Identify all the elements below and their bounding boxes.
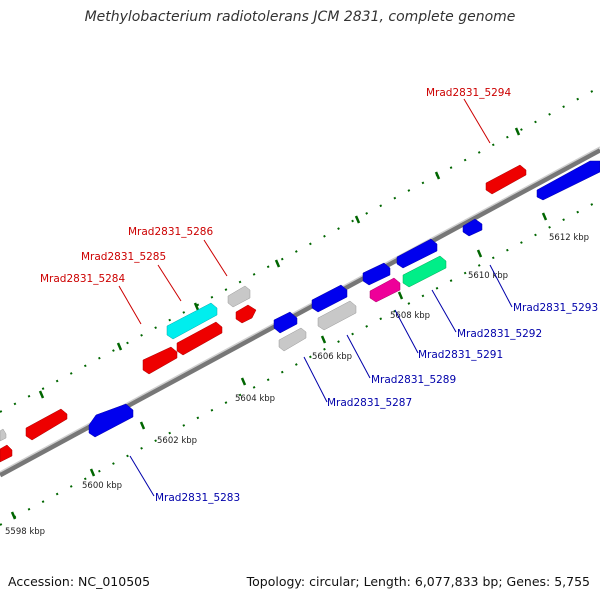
gene-label-5289[interactable]: Mrad2831_5289 <box>371 374 456 386</box>
scale-label-5608: 5608 kbp <box>390 311 430 321</box>
gene-arrow-magenta[interactable] <box>369 277 401 303</box>
scale-label-5606: 5606 kbp <box>312 352 352 362</box>
gene-arrow-reverse[interactable] <box>362 262 391 286</box>
gene-label-5283[interactable]: Mrad2831_5283 <box>155 492 240 504</box>
gene-arrow-grey[interactable] <box>278 327 307 352</box>
gene-label-5287[interactable]: Mrad2831_5287 <box>327 397 412 409</box>
scale-label-5612: 5612 kbp <box>549 233 589 243</box>
gene-arrow-reverse[interactable] <box>311 284 348 313</box>
gene-arrow-cyan[interactable] <box>166 302 218 340</box>
gene-arrow-forward[interactable] <box>485 164 527 195</box>
gene-arrow-forward[interactable] <box>142 346 178 375</box>
gene-arrow-forward[interactable] <box>235 304 257 324</box>
leader-line-5292 <box>431 289 457 333</box>
gene-arrow-green[interactable] <box>402 255 447 288</box>
leader-line-5293 <box>489 264 513 308</box>
leader-line-5285 <box>157 264 182 302</box>
gene-label-5291[interactable]: Mrad2831_5291 <box>418 349 503 361</box>
gene-label-5294[interactable]: Mrad2831_5294 <box>426 87 511 99</box>
gene-arrow-reverse[interactable] <box>462 218 483 237</box>
gene-label-5284[interactable]: Mrad2831_5284 <box>40 273 125 285</box>
leader-line-5294 <box>463 98 491 144</box>
gene-arrow-reverse[interactable] <box>536 160 600 201</box>
outer-tick-ring <box>0 86 600 413</box>
gene-arrow-forward[interactable] <box>25 408 68 441</box>
gene-label-5293[interactable]: Mrad2831_5293 <box>513 302 598 314</box>
leader-line-5284 <box>118 285 142 325</box>
gene-arrow-forward[interactable] <box>0 444 13 463</box>
scale-label-5600: 5600 kbp <box>82 481 122 491</box>
inner-tick-ring <box>0 199 600 526</box>
scale-label-5598: 5598 kbp <box>5 527 45 537</box>
reverse-genes <box>273 218 483 352</box>
gene-arrow-forward[interactable] <box>176 321 223 356</box>
leader-line-5289 <box>346 334 371 379</box>
map-title: Methylobacterium radiotolerans JCM 2831,… <box>84 9 516 25</box>
gene-arrow-grey[interactable] <box>317 300 357 331</box>
accession-text: Accession: NC_010505 <box>8 574 151 589</box>
gene-arrow-grey[interactable] <box>227 285 251 308</box>
leader-line-5291 <box>394 309 419 354</box>
genome-summary-text: Topology: circular; Length: 6,077,833 bp… <box>246 574 590 589</box>
gene-label-5285[interactable]: Mrad2831_5285 <box>81 251 166 263</box>
leader-line-5286 <box>203 239 228 277</box>
gene-arrow-reverse[interactable] <box>396 238 438 269</box>
gene-arrow-reverse[interactable] <box>88 403 134 438</box>
forward-genes <box>0 160 600 463</box>
scale-label-5602: 5602 kbp <box>157 436 197 446</box>
scale-label-5604: 5604 kbp <box>235 394 275 404</box>
scale-label-5610: 5610 kbp <box>468 271 508 281</box>
gene-arrow-reverse[interactable] <box>273 311 298 334</box>
major-ticks <box>10 127 548 520</box>
gene-label-5286[interactable]: Mrad2831_5286 <box>128 226 213 238</box>
leader-line-5287 <box>303 356 328 403</box>
leader-line-5283 <box>129 455 155 497</box>
gene-label-5292[interactable]: Mrad2831_5292 <box>457 328 542 340</box>
gene-arrow-grey[interactable] <box>0 428 7 442</box>
